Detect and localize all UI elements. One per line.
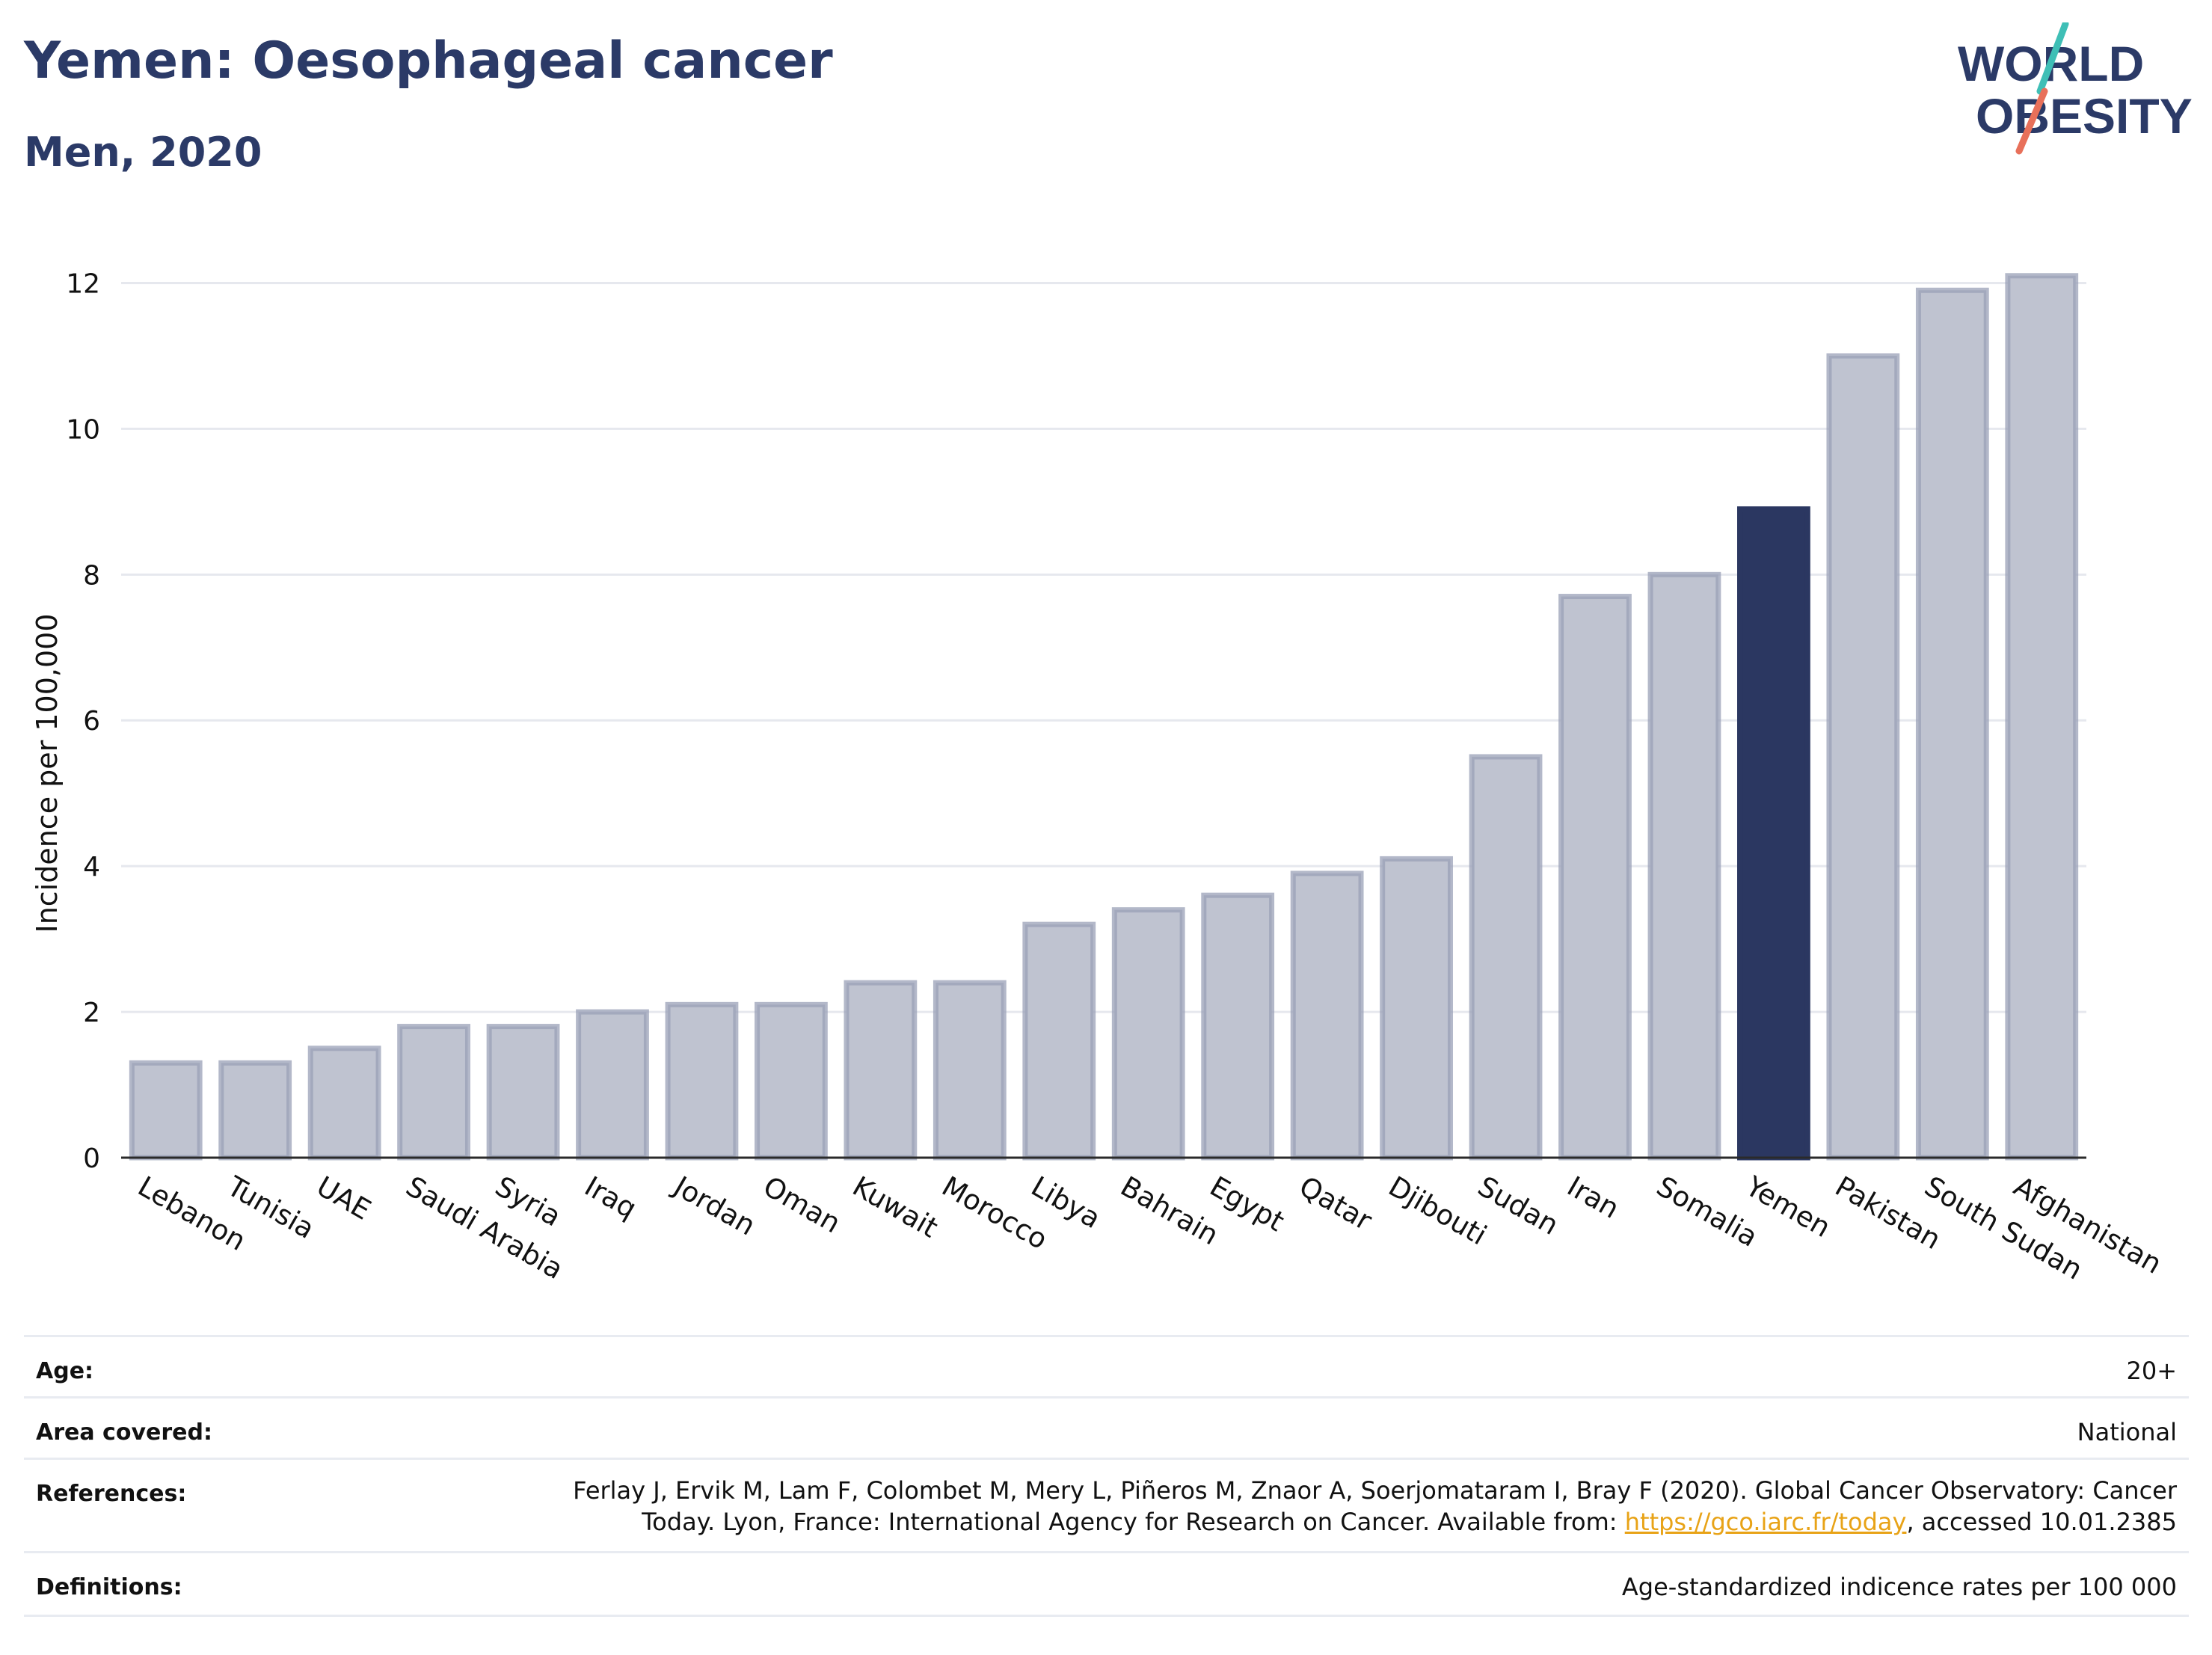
logo-line2: OBESITY <box>1976 88 2193 144</box>
area-value: National <box>2077 1418 2177 1446</box>
age-value: 20+ <box>2126 1357 2177 1385</box>
logo-slash-teal <box>2036 22 2069 95</box>
logo-slash-coral <box>2015 87 2048 155</box>
bar-djibouti <box>1380 856 1453 1161</box>
references-link[interactable]: https://gco.iarc.fr/today <box>1624 1508 1907 1536</box>
bar-qatar <box>1290 871 1364 1161</box>
bar-morocco <box>933 980 1007 1161</box>
references-line-2-post: , accessed 10.01.2385 <box>1906 1508 2177 1536</box>
bar-jordan <box>665 1001 739 1161</box>
y-tick-label: 8 <box>83 560 100 591</box>
y-tick-label: 0 <box>83 1143 100 1174</box>
references-value: Ferlay J, Ervik M, Lam F, Colombet M, Me… <box>573 1475 2177 1538</box>
bar-sudan <box>1469 754 1543 1161</box>
definitions-label: Definitions: <box>36 1574 182 1600</box>
page-title: Yemen: Oesophageal cancer <box>24 31 833 90</box>
info-row-age: Age: 20+ <box>24 1335 2189 1398</box>
bar-pakistan <box>1826 353 1900 1161</box>
bar-south-sudan <box>1915 287 1989 1161</box>
x-tick-label: Bahrain <box>1115 1170 1223 1252</box>
x-tick-label: Jordan <box>667 1170 761 1242</box>
y-tick-label: 10 <box>66 414 100 445</box>
bar-iran <box>1558 594 1632 1161</box>
bar-saudi-arabia <box>397 1024 470 1161</box>
world-obesity-logo: WORLD OBESITY <box>1958 22 2193 155</box>
x-tick-label: Kuwait <box>847 1170 944 1244</box>
bar-kuwait <box>844 980 918 1161</box>
y-tick-label: 12 <box>66 268 100 299</box>
definitions-value: Age-standardized indicence rates per 100… <box>1621 1573 2177 1601</box>
bar-yemen <box>1737 506 1810 1161</box>
bars <box>129 273 2079 1161</box>
x-tick-label: Somalia <box>1651 1170 1763 1253</box>
y-tick-label: 2 <box>83 998 100 1028</box>
bar-somalia <box>1647 571 1721 1161</box>
y-axis-label: Incidence per 100,000 <box>31 613 64 933</box>
info-row-definitions: Definitions: Age-standardized indicence … <box>24 1551 2189 1617</box>
bar-egypt <box>1201 892 1275 1161</box>
bar-tunisia <box>218 1060 292 1161</box>
bar-afghanistan <box>2005 273 2079 1161</box>
y-tick-label: 4 <box>83 852 100 882</box>
y-tick-labels: 0 2 4 6 8 10 12 <box>66 268 100 1174</box>
bar-lebanon <box>129 1060 203 1161</box>
x-tick-label: Afghanistan <box>2009 1170 2167 1280</box>
page-subtitle: Men, 2020 <box>24 129 262 176</box>
area-label: Area covered: <box>36 1419 212 1446</box>
bar-iraq <box>576 1009 649 1161</box>
x-tick-label: Iraq <box>580 1170 642 1225</box>
x-tick-label: Qatar <box>1294 1170 1377 1238</box>
bar-bahrain <box>1111 907 1185 1161</box>
references-label: References: <box>36 1481 187 1507</box>
info-row-area: Area covered: National <box>24 1396 2189 1460</box>
x-tick-label: Oman <box>758 1170 846 1240</box>
references-line-2-pre: Today. Lyon, France: International Agenc… <box>642 1508 1625 1536</box>
age-label: Age: <box>36 1358 94 1384</box>
x-tick-label: Djibouti <box>1383 1170 1493 1252</box>
bar-uae <box>307 1045 381 1161</box>
bar-syria <box>486 1024 560 1161</box>
bar-libya <box>1022 921 1096 1161</box>
bar-oman <box>755 1001 828 1161</box>
x-tick-label: Iran <box>1562 1170 1625 1225</box>
x-tick-label: UAE <box>311 1170 376 1226</box>
references-line-1: Ferlay J, Ervik M, Lam F, Colombet M, Me… <box>573 1476 2177 1505</box>
info-row-references: References: Ferlay J, Ervik M, Lam F, Co… <box>24 1458 2189 1553</box>
references-line-2: Today. Lyon, France: International Agenc… <box>573 1506 2177 1538</box>
y-tick-label: 6 <box>83 706 100 737</box>
